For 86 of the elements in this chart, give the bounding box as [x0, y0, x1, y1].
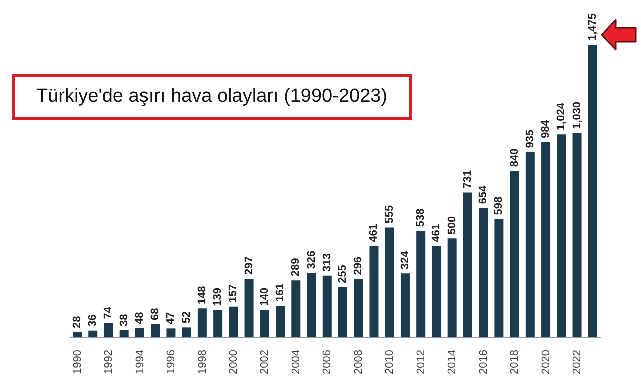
bar	[182, 328, 192, 338]
bar	[385, 228, 394, 338]
bar	[370, 246, 379, 338]
x-tick-label: 2022	[572, 350, 584, 374]
x-tick-label: 1992	[103, 350, 116, 374]
data-label: 984	[540, 119, 552, 139]
bar	[166, 328, 176, 338]
data-label: 74	[102, 306, 115, 320]
bar	[400, 274, 410, 338]
x-tick-label: 2004	[290, 350, 302, 374]
bar	[276, 306, 286, 338]
data-label: 161	[274, 284, 287, 302]
bar	[479, 208, 488, 338]
data-label: 1,024	[556, 102, 568, 131]
bar	[542, 142, 551, 338]
data-label: 555	[384, 205, 396, 224]
x-tick-label: 1994	[134, 350, 146, 374]
data-label: 461	[430, 224, 443, 242]
text: Türkiye'de aşırı hava olayları (1990-2023)	[12, 74, 412, 120]
x-tick-label: 2016	[478, 350, 490, 374]
bar	[463, 192, 472, 338]
data-label: 255	[337, 264, 349, 284]
bar	[588, 45, 598, 338]
bar	[416, 231, 426, 338]
data-label: 326	[306, 250, 318, 270]
x-tick-label: 2010	[384, 350, 396, 374]
data-label: 139	[212, 288, 224, 306]
x-tick-label: 2008	[352, 350, 365, 374]
data-label: 52	[180, 311, 193, 324]
data-label: 68	[150, 308, 162, 320]
data-label: 324	[399, 250, 412, 270]
bar	[354, 279, 364, 338]
x-tick-label: 1998	[196, 350, 209, 374]
data-label: 313	[321, 253, 334, 272]
bar	[572, 133, 582, 338]
x-tick-label: 2012	[415, 350, 428, 374]
data-label: 28	[72, 316, 84, 328]
bar	[88, 330, 98, 338]
bar	[292, 280, 301, 338]
bar	[510, 171, 520, 338]
x-tick-label: 2002	[259, 350, 272, 374]
bar	[120, 330, 129, 338]
x-tick-label: 2000	[228, 350, 240, 374]
data-label: 157	[228, 284, 240, 303]
data-label: 538	[415, 208, 428, 228]
data-label: 935	[524, 130, 536, 148]
data-label: 731	[462, 170, 474, 189]
bar	[260, 310, 270, 338]
data-label: 500	[446, 216, 458, 235]
data-label: 48	[134, 312, 146, 324]
bar	[104, 323, 114, 338]
bar	[151, 324, 160, 338]
data-label: 289	[290, 258, 302, 277]
data-label: 461	[368, 224, 380, 242]
bar	[229, 306, 238, 338]
data-label: 598	[493, 196, 506, 216]
bar	[338, 287, 348, 338]
bar	[244, 279, 254, 338]
data-label: 840	[508, 148, 521, 168]
data-label: 297	[243, 256, 256, 276]
bar	[494, 219, 504, 338]
x-tick-label: 2014	[446, 350, 459, 374]
data-label: 36	[87, 314, 100, 327]
bar	[214, 310, 223, 338]
data-label: 47	[165, 312, 178, 325]
bar	[432, 246, 442, 338]
x-tick-label: 1990	[72, 350, 84, 374]
bar	[73, 332, 82, 338]
x-tick-label: 2006	[322, 350, 334, 374]
data-label: 296	[352, 256, 365, 276]
bar	[322, 276, 332, 338]
bar	[135, 328, 144, 338]
data-label: 1,475	[586, 13, 599, 41]
x-tick-label: 1996	[166, 350, 178, 374]
bar	[307, 273, 316, 338]
bar	[526, 152, 535, 338]
bar	[557, 134, 566, 338]
data-label: 140	[258, 288, 271, 306]
bar	[198, 308, 207, 338]
bar	[448, 238, 457, 338]
x-tick-label: 2018	[509, 350, 522, 374]
x-tick-label: 2020	[540, 350, 552, 374]
data-label: 1,030	[571, 102, 584, 130]
data-label: 148	[196, 286, 208, 305]
data-label: 654	[478, 184, 490, 204]
data-label: 38	[118, 314, 130, 326]
